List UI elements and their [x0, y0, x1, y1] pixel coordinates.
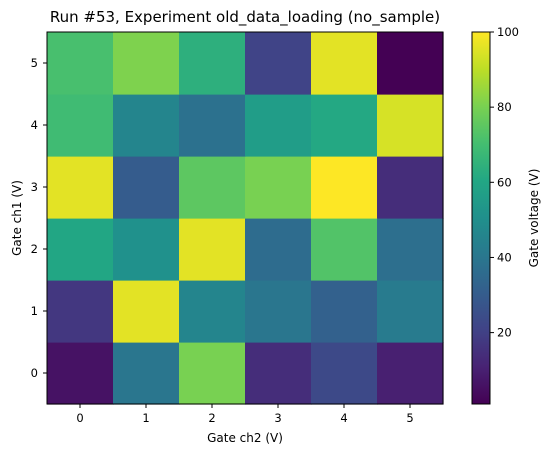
heatmap-cell — [113, 218, 180, 281]
heatmap-cell — [179, 32, 246, 95]
colorbar-tick-label: 40 — [497, 250, 512, 264]
heatmap-cell — [179, 156, 246, 219]
heatmap-cell — [47, 342, 114, 405]
colorbar-tick-label: 100 — [497, 25, 519, 39]
heatmap-cell — [245, 218, 312, 281]
heatmap-cell — [377, 94, 444, 157]
heatmap-cell — [245, 94, 312, 157]
heatmap-cell — [377, 342, 444, 405]
heatmap-cell — [245, 32, 312, 95]
colorbar-tick-label: 80 — [497, 100, 512, 114]
heatmap-cell — [47, 32, 114, 95]
heatmap-cell — [47, 280, 114, 343]
x-axis-label: Gate ch2 (V) — [207, 431, 283, 445]
colorbar-tick-label: 60 — [497, 175, 512, 189]
x-tick-label: 5 — [406, 411, 413, 425]
heatmap-cell — [377, 218, 444, 281]
heatmap-cell — [113, 342, 180, 405]
colorbar — [471, 31, 491, 405]
y-tick-label: 0 — [31, 366, 38, 380]
heatmap-cell — [311, 218, 378, 281]
y-axis-label: Gate ch1 (V) — [10, 180, 24, 256]
plot-frame — [46, 31, 444, 405]
heatmap-cell — [311, 280, 378, 343]
heatmap-cells — [47, 32, 444, 405]
colorbar-ticks: 20 40 60 80 100 — [490, 25, 519, 340]
heatmap-cell — [179, 280, 246, 343]
heatmap-cell — [245, 156, 312, 219]
heatmap-cell — [377, 32, 444, 95]
heatmap-cell — [47, 94, 114, 157]
heatmap-cell — [47, 218, 114, 281]
x-tick-label: 3 — [274, 411, 281, 425]
heatmap-cell — [113, 280, 180, 343]
x-tick-label: 1 — [142, 411, 149, 425]
heatmap-cell — [245, 342, 312, 405]
heatmap-cell — [311, 342, 378, 405]
colorbar-label: Gate voltage (V) — [527, 169, 541, 268]
x-axis-ticks: 0 1 2 3 4 5 — [76, 404, 414, 425]
y-tick-label: 2 — [31, 242, 38, 256]
y-tick-label: 1 — [31, 304, 38, 318]
y-axis-ticks: 0 1 2 3 4 5 — [31, 56, 47, 380]
heatmap-cell — [179, 342, 246, 405]
chart-title: Run #53, Experiment old_data_loading (no… — [50, 8, 440, 27]
heatmap-cell — [311, 94, 378, 157]
heatmap-cell — [311, 32, 378, 95]
heatmap-cell — [377, 156, 444, 219]
colorbar-tick-label: 20 — [497, 326, 512, 340]
x-tick-label: 4 — [340, 411, 347, 425]
heatmap-cell — [179, 218, 246, 281]
heatmap-cell — [311, 156, 378, 219]
y-tick-label: 4 — [31, 118, 38, 132]
heatmap-cell — [113, 32, 180, 95]
x-tick-label: 0 — [76, 411, 83, 425]
x-tick-label: 2 — [208, 411, 215, 425]
heatmap-cell — [47, 156, 114, 219]
heatmap-cell — [113, 94, 180, 157]
heatmap-cell — [377, 280, 444, 343]
y-tick-label: 5 — [31, 56, 38, 70]
heatmap-cell — [245, 280, 312, 343]
heatmap-cell — [179, 94, 246, 157]
heatmap-cell — [113, 156, 180, 219]
y-tick-label: 3 — [31, 180, 38, 194]
